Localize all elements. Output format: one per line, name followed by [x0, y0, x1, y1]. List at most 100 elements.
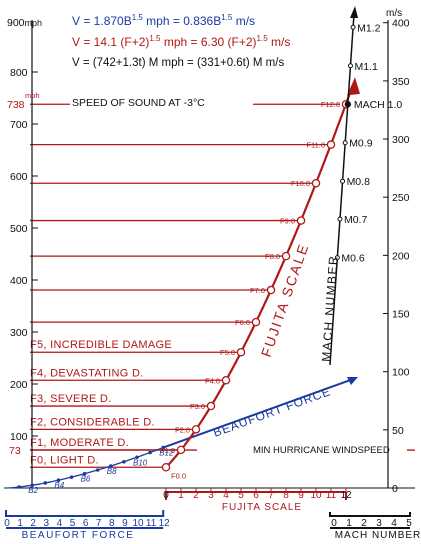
- beaufort-extension-line: [162, 377, 357, 449]
- mach-point: [344, 101, 352, 108]
- left-axis-tick-label: 400: [10, 275, 28, 287]
- fujita-axis-tick-label: 0: [163, 490, 169, 501]
- mach-point-label: MACH 1.0: [354, 99, 403, 111]
- fujita-point: [191, 425, 201, 434]
- fujita-axis-tick-label: 6: [253, 490, 259, 501]
- fujita-point: [326, 140, 336, 149]
- beaufort-point-label: B12: [159, 449, 174, 458]
- right-axis-tick-label: 100: [392, 367, 410, 379]
- right-axis-unit: m/s: [386, 8, 402, 19]
- mach-point: [334, 255, 340, 261]
- mach-point-label: M1.2: [357, 22, 381, 34]
- mach-point-label: M0.6: [341, 253, 365, 265]
- damage-level-label: F3, SEVERE D.: [30, 393, 112, 405]
- fujita-point-label: F3.0: [190, 402, 205, 411]
- mach-axis-tick-label: 2: [361, 518, 367, 529]
- beaufort-point-label: B6: [81, 475, 91, 484]
- beaufort-point: [56, 478, 61, 483]
- right-axis-tick-label: 50: [392, 425, 404, 437]
- fujita-axis-tick-label: 5: [238, 490, 244, 501]
- mach-point: [337, 216, 343, 222]
- beaufort-axis-tick-label: 7: [96, 518, 102, 529]
- mach-point-label: M0.9: [349, 138, 373, 150]
- damage-level-label: F5, INCREDIBLE DAMAGE: [30, 339, 172, 351]
- right-axis-tick-label: 350: [392, 76, 410, 88]
- left-axis-tick-label: 300: [10, 327, 28, 339]
- beaufort-point: [82, 471, 87, 476]
- fujita-axis-tick-label: 4: [223, 490, 229, 501]
- fujita-point: [206, 401, 216, 411]
- fujita-point-label: F2.0: [175, 425, 190, 434]
- beaufort-arrowhead: [347, 377, 358, 385]
- mach-point-label: M1.1: [354, 61, 378, 73]
- fujita-point-label: F7.0: [250, 286, 265, 295]
- beaufort-axis-tick-label: 1: [17, 518, 23, 529]
- fujita-point-label: F10.0: [291, 179, 310, 188]
- fujita-point: [281, 251, 291, 261]
- mach-axis-tick-label: 1: [346, 518, 352, 529]
- right-axis-tick-label: 400: [392, 18, 410, 30]
- beaufort-point: [109, 464, 113, 468]
- speed-of-sound-label-bg: [70, 95, 253, 109]
- min-hurricane-marker: 73: [9, 445, 21, 457]
- speed-of-sound-label: SPEED OF SOUND AT -3°C: [72, 97, 205, 109]
- beaufort-point: [43, 481, 48, 485]
- fujita-point-label: F9.0: [280, 217, 295, 226]
- left-axis-tick-label: 500: [10, 223, 28, 235]
- fujita-axis-tick-label: 7: [268, 490, 274, 501]
- speed-of-sound-marker: 738: [7, 99, 25, 111]
- fujita-axis-tick-label: 12: [340, 490, 352, 501]
- axes: 1002003004005006007008000501001502002503…: [4, 18, 415, 529]
- beaufort-axis-tick-label: 0: [4, 518, 10, 529]
- beaufort-axis-tick-label: 2: [30, 518, 36, 529]
- fujita-point-label: F6.0: [235, 318, 250, 327]
- beaufort-axis-bracket: [5, 510, 165, 529]
- beaufort-axis-tick-label: 12: [159, 518, 171, 529]
- beaufort-point: [17, 485, 21, 489]
- beaufort-point-label: B10: [133, 458, 148, 467]
- damage-level-label: F0, LIGHT D.: [30, 454, 99, 466]
- formula-fujita: V = 14.1 (F+2)1.5 mph = 6.30 (F+2)1.5 m/…: [72, 34, 290, 49]
- beaufort-axis-tick-label: 4: [57, 518, 63, 529]
- mach-point-label: M0.7: [344, 214, 368, 226]
- fujita-point: [236, 347, 246, 357]
- left-axis-tick-label: 700: [10, 119, 28, 131]
- fujita-point: [161, 463, 171, 472]
- fujita-point-label: F11.0: [306, 141, 325, 150]
- beaufort-axis-tick-label: 6: [83, 518, 89, 529]
- mach-axis-tick-label: 4: [391, 518, 397, 529]
- mach-point: [340, 178, 346, 184]
- left-axis-tick-label: 800: [10, 67, 28, 79]
- fujita-axis-tick-label: 3: [208, 490, 214, 501]
- fujita-point: [296, 216, 306, 225]
- beaufort-axis-tick-label: 11: [146, 518, 157, 529]
- right-axis-tick-label: 250: [392, 192, 410, 204]
- fujita-axis-tick-label: 11: [326, 490, 337, 501]
- beaufort-axis-tick-label: 3: [44, 518, 50, 529]
- left-axis-top-label: 900mph: [7, 17, 42, 29]
- beaufort-point-label: B8: [107, 467, 117, 476]
- fujita-axis-title: FUJITA SCALE: [222, 502, 302, 513]
- right-axis-tick-label: 0: [392, 483, 398, 495]
- fujita-point: [251, 317, 261, 327]
- mach-series-line: [329, 13, 355, 366]
- beaufort-point: [30, 483, 34, 488]
- beaufort-point: [69, 475, 74, 479]
- mach-axis-tick-label: 5: [406, 518, 412, 529]
- damage-level-label: F1, MODERATE D.: [30, 437, 129, 449]
- mach-arrowhead: [350, 6, 358, 18]
- fujita-point-label: F12.0: [321, 100, 340, 109]
- right-axis-tick-label: 150: [392, 309, 410, 321]
- right-axis-tick-label: 200: [392, 250, 410, 262]
- mach-axis-title: MACH NUMBER: [335, 530, 421, 541]
- damage-level-label: F4, DEVASTATING D.: [30, 367, 144, 379]
- beaufort-axis-tick-label: 5: [70, 518, 76, 529]
- beaufort-point: [95, 468, 100, 472]
- fujita-point-label: F1.0: [160, 446, 175, 455]
- mach-point-label: M0.8: [347, 176, 371, 188]
- fujita-axis-tick-label: 1: [178, 490, 184, 501]
- fujita-axis-tick-label: 8: [283, 490, 289, 501]
- fujita-axis-tick-label: 2: [193, 490, 199, 501]
- fujita-point: [176, 445, 186, 455]
